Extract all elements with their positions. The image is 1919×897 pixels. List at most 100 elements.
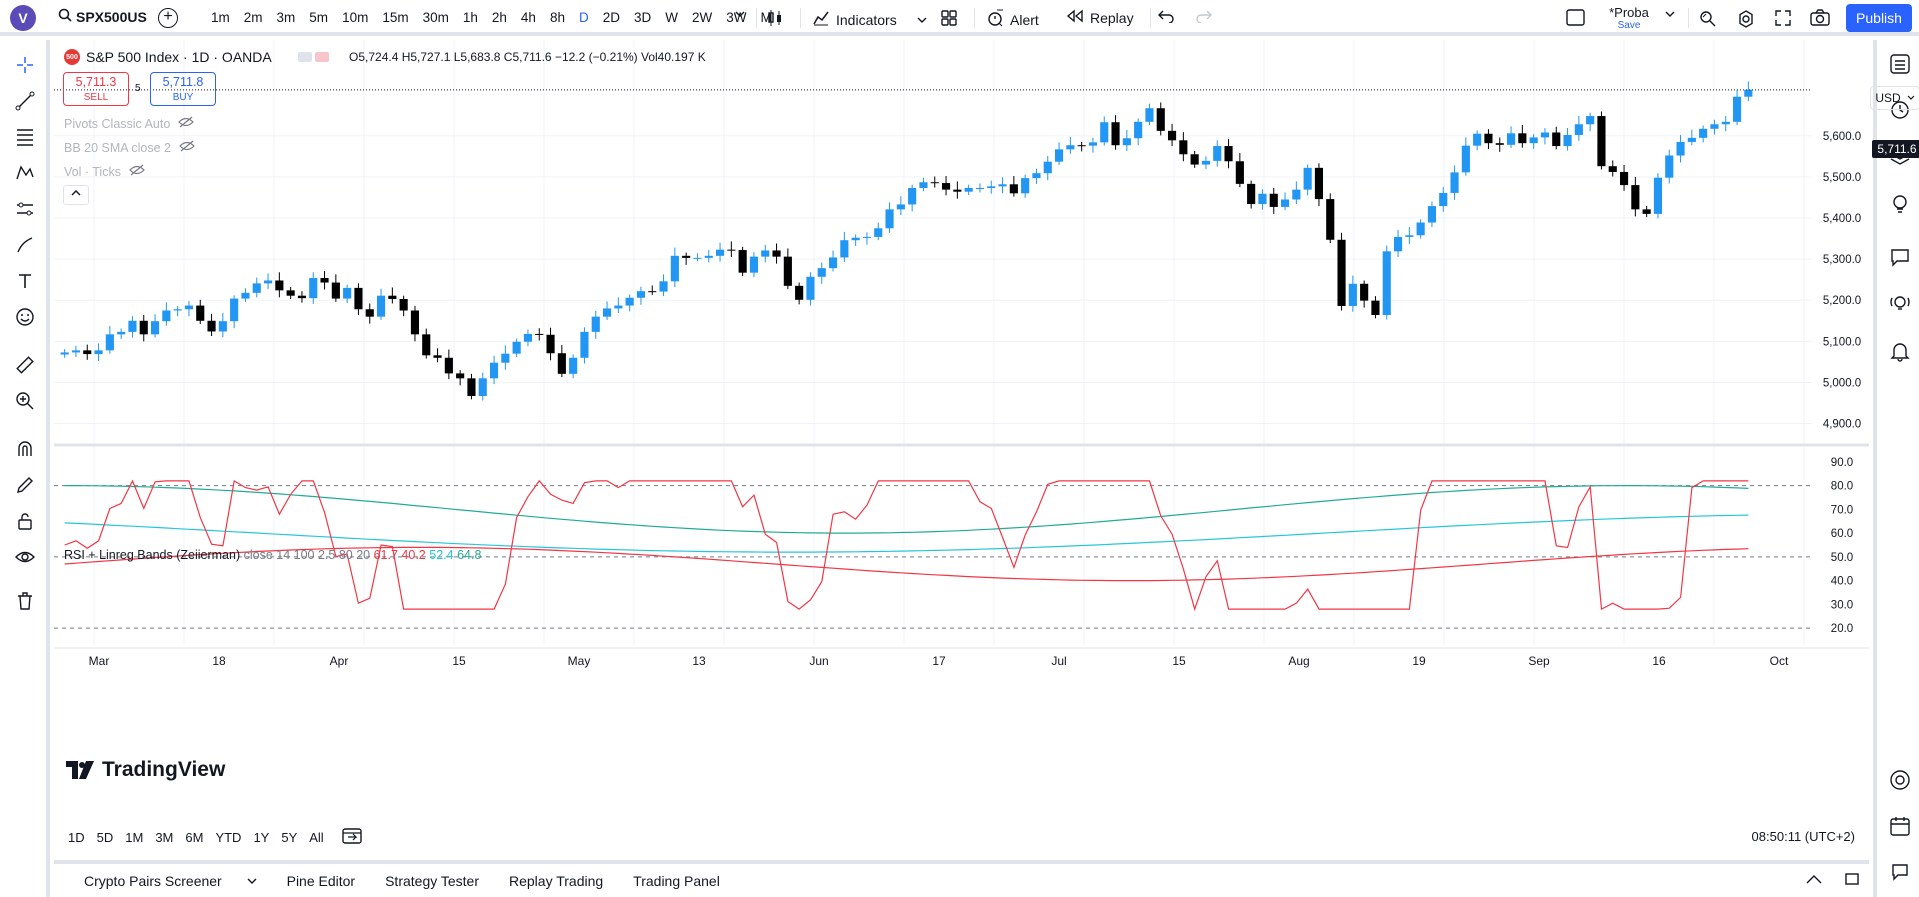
- layouts-grid-icon[interactable]: [940, 9, 958, 27]
- legend-flag-icons[interactable]: [297, 52, 329, 62]
- rsi-indicator-legend[interactable]: RSI + Linreg Bands (Zeiierman) close 14 …: [64, 548, 481, 562]
- signals-bulb-icon[interactable]: [1886, 290, 1914, 318]
- replay-label: Replay: [1090, 9, 1134, 26]
- calendar-icon[interactable]: [1886, 812, 1914, 840]
- interval-1h[interactable]: 1h: [462, 10, 478, 25]
- tab-trading-panel[interactable]: Trading Panel: [633, 872, 720, 889]
- candle-body: [523, 333, 533, 342]
- watchlist-icon[interactable]: [1886, 50, 1914, 78]
- fullscreen-icon[interactable]: [1774, 9, 1792, 27]
- interval-2m[interactable]: 2m: [243, 10, 263, 25]
- tab-crypto-pairs-screener[interactable]: Crypto Pairs Screener: [54, 873, 272, 889]
- range-button-6m[interactable]: 6M: [185, 829, 204, 845]
- interval-W[interactable]: W: [665, 10, 679, 25]
- eye-hidden-icon[interactable]: [129, 164, 145, 179]
- indicator-legend-vol[interactable]: Vol · Ticks: [64, 164, 145, 179]
- symbol-title[interactable]: S&P 500 Index · 1D · OANDA: [86, 49, 272, 65]
- trash-icon[interactable]: [12, 588, 38, 614]
- interval-15m[interactable]: 15m: [382, 10, 409, 25]
- replay-button[interactable]: Replay: [1066, 9, 1134, 26]
- trend-line-icon[interactable]: [12, 88, 38, 114]
- range-button-3m[interactable]: 3M: [155, 829, 174, 845]
- interval-3m[interactable]: 3m: [276, 10, 296, 25]
- interval-4h[interactable]: 4h: [520, 10, 536, 25]
- interval-3D[interactable]: 3D: [634, 10, 652, 25]
- interval-5m[interactable]: 5m: [309, 10, 329, 25]
- help-icon[interactable]: [1886, 858, 1914, 886]
- fib-retracement-icon[interactable]: [12, 124, 38, 150]
- candle-body: [783, 256, 792, 286]
- quick-search-icon[interactable]: [1698, 9, 1718, 29]
- range-button-ytd[interactable]: YTD: [215, 829, 242, 845]
- eye-hidden-icon[interactable]: [178, 116, 195, 131]
- tab-pine-editor[interactable]: Pine Editor: [286, 872, 356, 889]
- indicator-legend-bb[interactable]: BB 20 SMA close 2: [64, 140, 195, 155]
- collapse-legend-button[interactable]: [63, 185, 89, 205]
- undo-icon[interactable]: [1158, 9, 1174, 23]
- pattern-icon[interactable]: [12, 160, 38, 186]
- publish-button[interactable]: Publish: [1846, 4, 1912, 32]
- settings-gear-icon[interactable]: [1736, 9, 1756, 29]
- buy-price: 5,711.8: [162, 75, 204, 89]
- interval-dropdown-icon[interactable]: [735, 9, 745, 19]
- layout-checkbox-icon[interactable]: [1566, 9, 1586, 27]
- range-button-1d[interactable]: 1D: [68, 829, 85, 845]
- text-tool-icon[interactable]: [12, 268, 38, 294]
- interval-M[interactable]: M: [760, 10, 772, 25]
- forecast-icon[interactable]: [12, 196, 38, 222]
- zoom-in-icon[interactable]: [12, 388, 38, 414]
- interval-30m[interactable]: 30m: [422, 10, 449, 25]
- tab-strategy-tester[interactable]: Strategy Tester: [385, 872, 479, 889]
- range-button-1y[interactable]: 1Y: [253, 829, 270, 845]
- indicator-legend-pivots[interactable]: Pivots Classic Auto: [64, 116, 195, 131]
- redo-icon[interactable]: [1196, 9, 1212, 23]
- tab-replay-trading[interactable]: Replay Trading: [509, 872, 604, 889]
- interval-2h[interactable]: 2h: [491, 10, 507, 25]
- alerts-clock-icon[interactable]: [1886, 95, 1914, 123]
- layout-dropdown-icon[interactable]: [1665, 9, 1675, 19]
- sell-button[interactable]: 5,711.3 SELL: [63, 72, 129, 106]
- symbol-name[interactable]: SPX500US: [76, 8, 147, 25]
- interval-D[interactable]: D: [578, 10, 589, 25]
- interval-2D[interactable]: 2D: [602, 10, 620, 25]
- target-icon[interactable]: [1886, 766, 1914, 794]
- camera-screenshot-icon[interactable]: [1810, 9, 1830, 27]
- crosshair-icon[interactable]: [12, 52, 38, 78]
- range-button-1m[interactable]: 1M: [125, 829, 144, 845]
- magnet-icon[interactable]: [12, 436, 38, 462]
- chat-icon[interactable]: [1886, 243, 1914, 271]
- chart-canvas[interactable]: 5,600.0 5,500.0 5,400.0 5,300.0 5,200.0 5,100…: [54, 40, 1869, 820]
- tradingview-logo[interactable]: TradingView: [66, 758, 225, 782]
- interval-2W[interactable]: 2W: [692, 10, 713, 25]
- timezone-clock[interactable]: 08:50:11 (UTC+2): [1751, 829, 1855, 844]
- currency-selector[interactable]: USD: [1870, 86, 1919, 110]
- interval-8h[interactable]: 8h: [549, 10, 565, 25]
- interval-1m[interactable]: 1m: [211, 10, 230, 25]
- eye-hidden-icon[interactable]: [179, 140, 195, 155]
- emoji-icon[interactable]: [12, 304, 38, 330]
- interval-10m[interactable]: 10m: [342, 10, 369, 25]
- brush-icon[interactable]: [12, 232, 38, 258]
- notifications-bell-icon[interactable]: [1886, 337, 1914, 365]
- range-button-5y[interactable]: 5Y: [281, 829, 298, 845]
- chart-pane[interactable]: 5,600.0 5,500.0 5,400.0 5,300.0 5,200.0 5,100…: [54, 40, 1919, 852]
- range-button-5d[interactable]: 5D: [96, 829, 114, 845]
- ideas-lightbulb-icon[interactable]: [1886, 190, 1914, 218]
- candles-chart-type-icon[interactable]: [766, 9, 784, 27]
- buy-button[interactable]: 5,711.8 BUY: [150, 72, 216, 106]
- goto-date-icon[interactable]: [336, 827, 368, 848]
- indicators-button[interactable]: Indicators: [812, 9, 927, 30]
- symbol-search[interactable]: SPX500US: [58, 8, 147, 25]
- maximize-panel-icon[interactable]: [1844, 871, 1860, 890]
- lock-icon[interactable]: [12, 508, 38, 534]
- layout-name[interactable]: *Proba Save: [1604, 5, 1654, 31]
- alert-button[interactable]: Alert: [986, 9, 1039, 30]
- ruler-icon[interactable]: [12, 352, 38, 378]
- chevron-up-icon[interactable]: [1806, 872, 1822, 888]
- candle-body: [1201, 160, 1211, 165]
- range-button-all[interactable]: All: [309, 829, 324, 845]
- stay-in-drawing-mode-icon[interactable]: [12, 472, 38, 498]
- user-avatar[interactable]: V: [10, 5, 36, 31]
- compare-symbol-button[interactable]: +: [158, 8, 178, 28]
- eye-visibility-icon[interactable]: [12, 544, 38, 570]
